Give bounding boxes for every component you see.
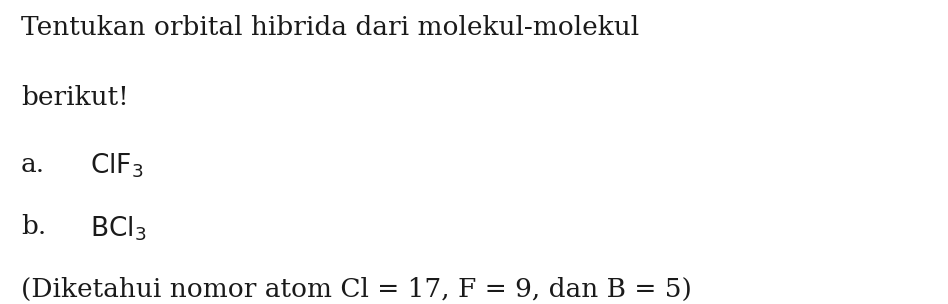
Text: b.: b. — [21, 214, 46, 239]
Text: berikut!: berikut! — [21, 85, 129, 110]
Text: Tentukan orbital hibrida dari molekul-molekul: Tentukan orbital hibrida dari molekul-mo… — [21, 15, 639, 40]
Text: a.: a. — [21, 152, 45, 177]
Text: $\mathrm{ClF_3}$: $\mathrm{ClF_3}$ — [90, 152, 143, 181]
Text: (Diketahui nomor atom Cl = 17, F = 9, dan B = 5): (Diketahui nomor atom Cl = 17, F = 9, da… — [21, 277, 692, 302]
Text: $\mathrm{BCl_3}$: $\mathrm{BCl_3}$ — [90, 214, 146, 243]
